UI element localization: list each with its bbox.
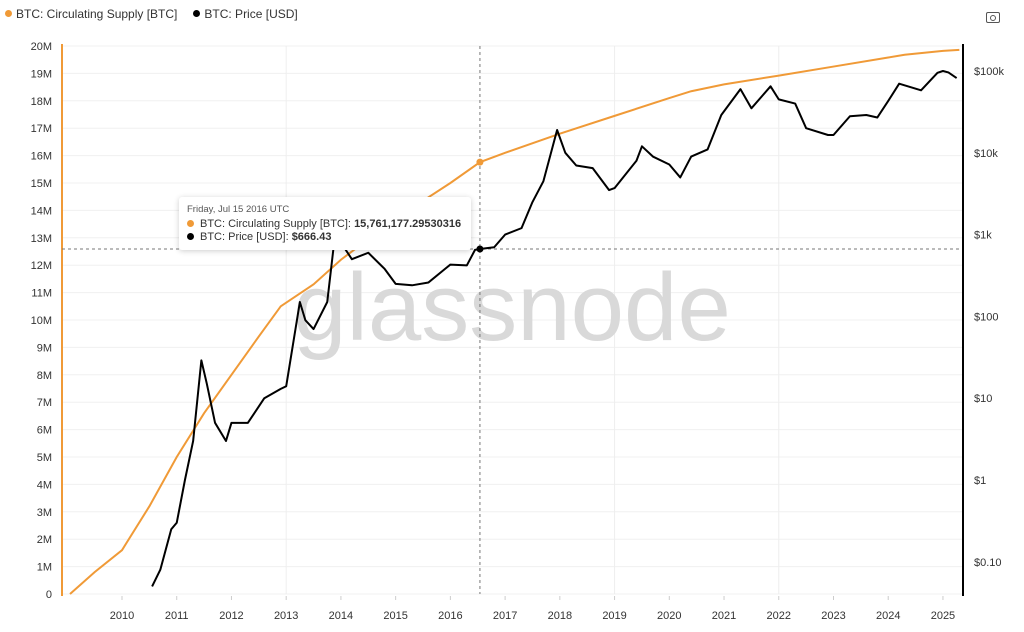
supply-dot-icon (187, 220, 194, 227)
y-right-tick-label: $0.10 (974, 557, 1002, 569)
x-tick-label: 2020 (657, 610, 681, 622)
x-tick-label: 2011 (165, 610, 189, 622)
y-left-tick-label: 3M (37, 507, 52, 519)
price-dot-icon (193, 10, 201, 17)
x-tick-label: 2018 (548, 610, 572, 622)
y-left-tick-label: 2M (37, 534, 52, 546)
y-left-tick-label: 9M (37, 342, 52, 354)
y-right-tick-label: $10 (974, 393, 992, 405)
tooltip-price-label: BTC: Price [USD]: (200, 231, 292, 243)
y-left-tick-label: 17M (31, 123, 52, 135)
y-left-tick-label: 14M (31, 205, 52, 217)
x-tick-label: 2023 (821, 610, 845, 622)
x-tick-label: 2014 (329, 610, 353, 622)
y-left-tick-label: 11M (31, 288, 52, 300)
x-tick-label: 2015 (383, 610, 407, 622)
x-tick-label: 2012 (219, 610, 243, 622)
tooltip-price-value: $666.43 (291, 231, 332, 243)
y-right-tick-label: $100k (974, 66, 1004, 78)
y-right-tick-label: $100 (974, 311, 998, 323)
y-right-tick-label: $1k (974, 230, 992, 242)
legend-item-price[interactable]: BTC: Price [USD] (193, 7, 298, 21)
y-left-tick-label: 19M (31, 68, 52, 80)
legend-supply-label: BTC: Circulating Supply [BTC] (16, 7, 178, 21)
y-right-tick-label: $10k (974, 148, 998, 160)
x-tick-label: 2013 (274, 610, 298, 622)
legend-price-label: BTC: Price [USD] (204, 7, 298, 21)
watermark: glassnode (293, 254, 731, 361)
x-tick-label: 2025 (931, 610, 955, 622)
y-left-tick-label: 20M (31, 41, 52, 53)
y-left-tick-label: 18M (31, 96, 52, 108)
x-tick-label: 2024 (876, 610, 900, 622)
supply-dot-icon (5, 10, 12, 17)
legend: BTC: Circulating Supply [BTC] BTC: Price… (5, 7, 298, 21)
tooltip-supply-label: BTC: Circulating Supply [BTC]: (200, 218, 355, 230)
x-tick-label: 2017 (493, 610, 517, 622)
y-left-tick-label: 7M (37, 397, 52, 409)
x-tick-label: 2010 (110, 610, 134, 622)
y-left-tick-label: 1M (37, 562, 52, 574)
y-left-tick-label: 5M (37, 452, 52, 464)
tooltip: Friday, Jul 15 2016 UTC BTC: Circulating… (179, 197, 472, 250)
tooltip-date: Friday, Jul 15 2016 UTC (187, 204, 290, 215)
highlight-price-marker (476, 245, 484, 253)
price-line (151, 70, 958, 587)
y-left-tick-label: 6M (37, 425, 52, 437)
x-tick-label: 2019 (602, 610, 626, 622)
y-left-tick-label: 0 (46, 589, 52, 601)
y-right-tick-label: $1 (974, 475, 986, 487)
tooltip-supply-value: 15,761,177.29530316 (354, 218, 462, 230)
x-tick-label: 2021 (712, 610, 736, 622)
supply-line (69, 48, 960, 595)
x-tick-label: 2022 (767, 610, 791, 622)
y-left-tick-label: 12M (31, 260, 52, 272)
price-dot-icon (187, 233, 194, 240)
y-left-tick-label: 4M (37, 479, 52, 491)
y-left-tick-label: 16M (31, 151, 52, 163)
highlight-supply-marker (476, 158, 484, 166)
y-left-tick-label: 13M (31, 233, 52, 245)
camera-icon[interactable] (986, 12, 1000, 23)
x-tick-label: 2016 (438, 610, 462, 622)
y-left-tick-label: 8M (37, 370, 52, 382)
legend-item-supply[interactable]: BTC: Circulating Supply [BTC] (5, 7, 177, 21)
y-left-tick-label: 10M (31, 315, 52, 327)
y-left-tick-label: 15M (31, 178, 52, 190)
